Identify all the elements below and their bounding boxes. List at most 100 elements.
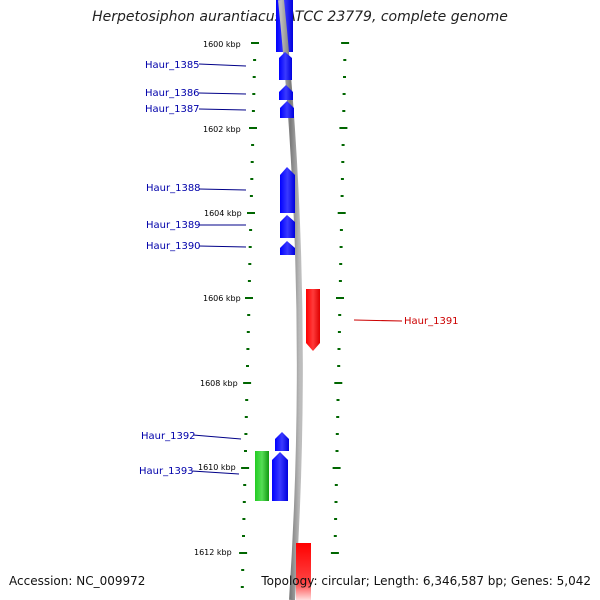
gene-arrow-bottom-partial[interactable] (296, 543, 311, 600)
minor-tick (336, 416, 340, 418)
major-tick (239, 552, 248, 554)
minor-tick (337, 331, 341, 333)
major-tick (249, 127, 257, 129)
minor-tick (247, 280, 251, 282)
minor-tick (252, 93, 256, 95)
accession-text: Accession: NC_009972 (9, 574, 146, 588)
gene-arrow-haur-1393[interactable] (272, 452, 288, 501)
minor-tick (244, 450, 247, 452)
minor-tick (247, 314, 251, 316)
major-tick (336, 297, 344, 299)
minor-tick (335, 450, 339, 452)
gene-labels: Haur_1385 Haur_1386 Haur_1387 Haur_1388 … (139, 60, 459, 477)
minor-tick (246, 365, 249, 367)
minor-tick (244, 433, 248, 435)
minor-tick (337, 348, 341, 350)
minor-tick (338, 280, 342, 282)
gene-label[interactable]: Haur_1393 (139, 466, 194, 477)
minor-tick (250, 161, 254, 163)
minor-tick (342, 93, 346, 95)
major-tick (247, 212, 255, 214)
major-tick (332, 467, 341, 469)
gene-label[interactable]: Haur_1392 (141, 431, 196, 442)
minor-tick (334, 501, 338, 503)
scale-label: 1602 kbp (203, 125, 241, 134)
gene-label[interactable]: Haur_1386 (145, 88, 200, 99)
major-tick (341, 42, 350, 44)
minor-tick (240, 586, 244, 588)
major-tick (241, 467, 250, 469)
minor-tick (343, 59, 347, 61)
minor-tick (241, 569, 245, 571)
major-tick (251, 42, 259, 44)
gene-arrow-haur-1385[interactable] (279, 52, 292, 80)
major-tick (243, 382, 252, 384)
minor-tick (243, 484, 247, 486)
gene-arrow-haur-1386[interactable] (279, 85, 293, 100)
genome-backbone (278, 0, 303, 600)
minor-tick (340, 195, 344, 197)
gene-arrow-haur-1387[interactable] (280, 101, 294, 118)
gene-arrows (255, 52, 320, 600)
scale-label: 1600 kbp (203, 40, 241, 49)
gene-arrow-haur-1388[interactable] (280, 167, 295, 213)
minor-tick (248, 246, 252, 248)
minor-tick (337, 365, 341, 367)
gene-label[interactable]: Haur_1387 (145, 104, 200, 115)
green-feature-block[interactable] (255, 451, 269, 501)
scale-labels: 1600 kbp 1602 kbp 1604 kbp 1606 kbp 1608… (194, 40, 242, 557)
major-tick (334, 382, 343, 384)
scale-ticks (239, 42, 350, 588)
minor-tick (244, 416, 248, 418)
gene-arrow-haur-1391[interactable] (306, 289, 320, 351)
major-tick (337, 212, 346, 214)
minor-tick (242, 501, 246, 503)
minor-tick (246, 348, 250, 350)
scale-label: 1610 kbp (198, 463, 236, 472)
minor-tick (249, 229, 253, 231)
gene-label[interactable]: Haur_1389 (146, 220, 201, 231)
minor-tick (343, 76, 346, 78)
minor-tick (335, 433, 339, 435)
minor-tick (251, 110, 255, 112)
gene-label[interactable]: Haur_1385 (145, 60, 200, 71)
minor-tick (341, 144, 345, 146)
minor-tick (336, 399, 340, 401)
minor-tick (334, 484, 338, 486)
minor-tick (338, 314, 342, 316)
minor-tick (334, 518, 338, 520)
minor-tick (245, 399, 249, 401)
gene-arrow-haur-1392[interactable] (275, 432, 289, 451)
scale-label: 1612 kbp (194, 548, 232, 557)
minor-tick (339, 246, 343, 248)
map-title: Herpetosiphon aurantiacus ATCC 23779, co… (92, 9, 508, 25)
minor-tick (250, 178, 254, 180)
minor-tick (248, 263, 252, 265)
scale-label: 1604 kbp (204, 209, 242, 218)
minor-tick (253, 59, 257, 61)
minor-tick (246, 331, 250, 333)
gene-arrow-haur-1389[interactable] (280, 215, 295, 238)
gene-arrow-haur-1390[interactable] (280, 241, 295, 255)
scale-label: 1606 kbp (203, 294, 241, 303)
minor-tick (339, 263, 343, 265)
major-tick (245, 297, 253, 299)
leader-lines (191, 63, 403, 475)
minor-tick (242, 518, 246, 520)
gene-label[interactable]: Haur_1390 (146, 241, 201, 252)
minor-tick (249, 195, 253, 197)
gene-label[interactable]: Haur_1388 (146, 183, 201, 194)
minor-tick (340, 178, 344, 180)
major-tick (339, 127, 348, 129)
minor-tick (339, 229, 343, 231)
major-tick (330, 552, 339, 554)
minor-tick (252, 76, 256, 78)
genome-stats-text: Topology: circular; Length: 6,346,587 bp… (261, 574, 591, 588)
minor-tick (341, 161, 345, 163)
minor-tick (333, 535, 337, 537)
minor-tick (242, 535, 245, 537)
scale-label: 1608 kbp (200, 379, 238, 388)
minor-tick (251, 144, 255, 146)
gene-label[interactable]: Haur_1391 (404, 316, 459, 327)
